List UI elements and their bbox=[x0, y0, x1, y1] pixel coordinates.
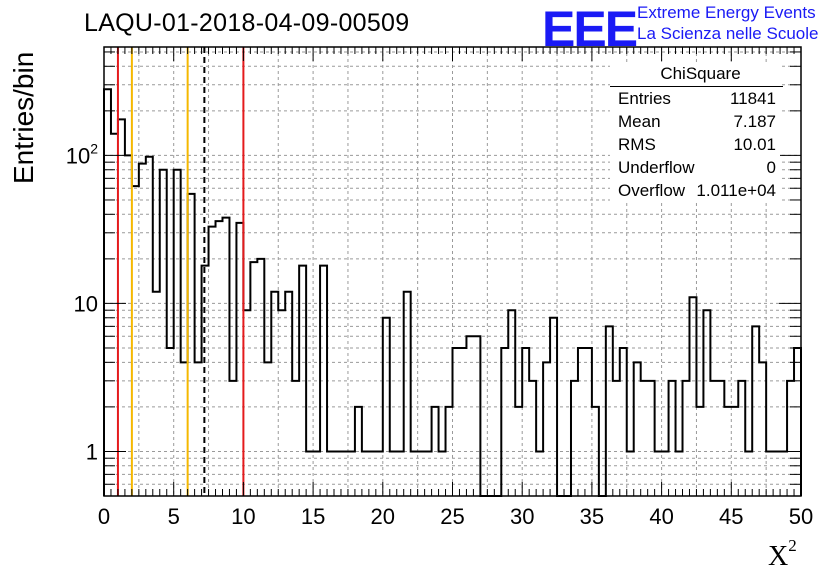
stats-value: 10.01 bbox=[733, 135, 776, 154]
logo-line-2: La Scienza nelle Scuole bbox=[637, 24, 819, 43]
stats-row: Mean 7.187 bbox=[610, 110, 780, 133]
x-tick-label: 10 bbox=[231, 504, 255, 529]
stats-label: Entries bbox=[618, 89, 671, 108]
x-tick-label: 40 bbox=[649, 504, 673, 529]
x-tick-label: 45 bbox=[719, 504, 743, 529]
x-tick-label: 35 bbox=[580, 504, 604, 529]
stats-label: Overflow bbox=[618, 181, 686, 200]
histogram-outline bbox=[103, 88, 802, 497]
x-tick-label: 25 bbox=[440, 504, 464, 529]
stats-row: Underflow 0 bbox=[610, 156, 780, 179]
stats-value: 11841 bbox=[729, 89, 776, 108]
stats-box: ChiSquare Entries 11841 Mean 7.187 RMS 10.0… bbox=[610, 64, 783, 202]
marker-lines bbox=[116, 47, 245, 496]
y-tick-label: 10 bbox=[74, 291, 98, 316]
stats-title: ChiSquare bbox=[610, 64, 783, 87]
histogram-bars bbox=[103, 88, 802, 497]
stats-value: 0 bbox=[766, 158, 776, 177]
x-tick-label: 30 bbox=[510, 504, 534, 529]
axes: 0 5 10 15 20 25 30 35 40 45 50 1 10 102 bbox=[66, 46, 813, 529]
x-tick-label: 5 bbox=[168, 504, 180, 529]
stats-value: 1.011e+04 bbox=[696, 181, 776, 200]
y-axis-label: Entries/bin bbox=[8, 51, 39, 184]
stats-value: 7.187 bbox=[733, 112, 776, 131]
y-tick-label: 1 bbox=[86, 439, 98, 464]
page-title: LAQU-01-2018-04-09-00509 bbox=[84, 9, 410, 37]
x-tick-label: 0 bbox=[98, 504, 110, 529]
stats-row: RMS 10.01 bbox=[610, 133, 780, 156]
logo-line-1: Extreme Energy Events bbox=[637, 3, 816, 22]
x-tick-label: 50 bbox=[789, 504, 813, 529]
stats-row: Entries 11841 bbox=[610, 87, 780, 110]
stats-row: Overflow 1.011e+04 bbox=[610, 179, 780, 202]
stats-label: Mean bbox=[618, 112, 661, 131]
eee-logo: EEE bbox=[542, 1, 638, 57]
x-axis-label: X2 bbox=[768, 536, 797, 572]
stats-label: Underflow bbox=[618, 158, 695, 177]
x-tick-label: 15 bbox=[301, 504, 325, 529]
x-tick-label: 20 bbox=[371, 504, 395, 529]
y-tick-label: 102 bbox=[66, 140, 98, 168]
stats-label: RMS bbox=[618, 135, 656, 154]
